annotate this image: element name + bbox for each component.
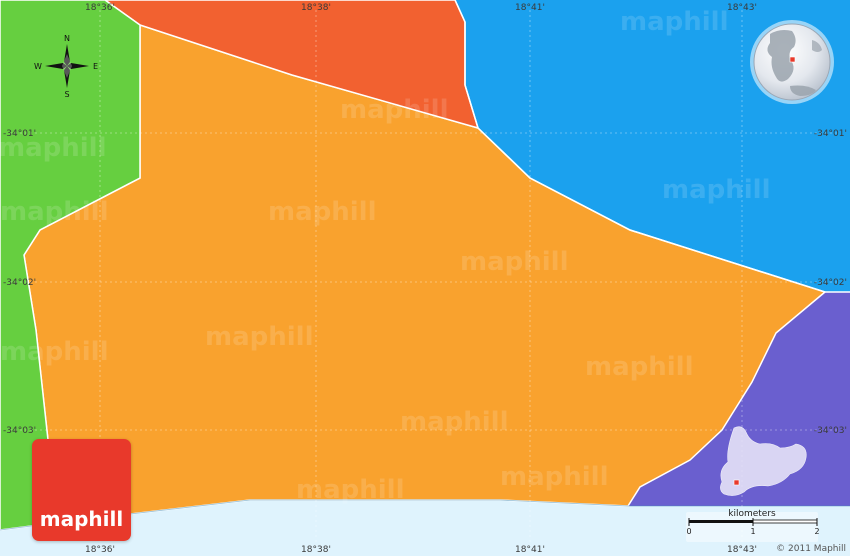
watermark: maphill	[340, 95, 449, 125]
lon-label: 18°38'	[301, 3, 331, 13]
province-location-marker	[733, 479, 740, 486]
globe-location-marker	[789, 56, 796, 63]
compass-south-label: S	[64, 90, 69, 99]
maphill-logo-text: maphill	[39, 507, 124, 531]
watermark: maphill	[0, 197, 109, 227]
lat-label: -34°01'	[814, 129, 847, 139]
compass-rose-icon: N S E W	[34, 34, 98, 99]
watermark: maphill	[0, 133, 107, 163]
watermark: maphill	[500, 462, 609, 492]
latitude-labels-right: -34°01' -34°02' -34°03'	[814, 129, 847, 436]
scale-bar: kilometers 0 1 2	[686, 509, 820, 542]
watermark: maphill	[662, 175, 771, 205]
province-locator-icon	[720, 426, 807, 496]
lat-label: -34°03'	[814, 426, 847, 436]
watermark: maphill	[585, 352, 694, 382]
scale-tick-label: 2	[814, 527, 819, 536]
lat-label: -34°03'	[3, 426, 36, 436]
globe-locator-icon	[750, 20, 834, 104]
scale-tick-label: 0	[686, 527, 691, 536]
longitude-labels-top: 18°36' 18°38' 18°41' 18°43'	[85, 3, 757, 13]
watermark: maphill	[460, 247, 569, 277]
latitude-labels-left: -34°01' -34°02' -34°03'	[3, 129, 36, 436]
lon-label: 18°43'	[727, 3, 757, 13]
lon-label: 18°41'	[515, 545, 545, 555]
copyright-text: © 2011 Maphill	[776, 544, 846, 554]
region-sea	[455, 0, 850, 292]
lat-label: -34°02'	[814, 278, 847, 288]
lat-label: -34°02'	[3, 278, 36, 288]
scale-bar-title: kilometers	[728, 509, 776, 519]
longitude-labels-bottom: 18°36' 18°38' 18°41' 18°43'	[85, 545, 757, 555]
watermark: maphill	[400, 407, 509, 437]
coastline-north-east	[454, 0, 850, 293]
lon-label: 18°36'	[85, 3, 115, 13]
watermark: maphill	[268, 197, 377, 227]
watermark: maphill	[620, 7, 729, 37]
watermarks: maphill maphill maphill maphill maphill …	[0, 7, 771, 505]
region-coast-strip	[0, 500, 850, 556]
watermark: maphill	[296, 475, 405, 505]
compass-east-label: E	[93, 62, 98, 71]
lon-label: 18°43'	[727, 545, 757, 555]
lon-label: 18°38'	[301, 545, 331, 555]
lon-label: 18°36'	[85, 545, 115, 555]
compass-north-label: N	[64, 34, 70, 43]
maphill-logo[interactable]: maphill	[32, 439, 131, 541]
compass-west-label: W	[34, 62, 42, 71]
lat-label: -34°01'	[3, 129, 36, 139]
scale-tick-label: 1	[750, 527, 755, 536]
watermark: maphill	[0, 337, 109, 367]
watermark: maphill	[205, 322, 314, 352]
lon-label: 18°41'	[515, 3, 545, 13]
